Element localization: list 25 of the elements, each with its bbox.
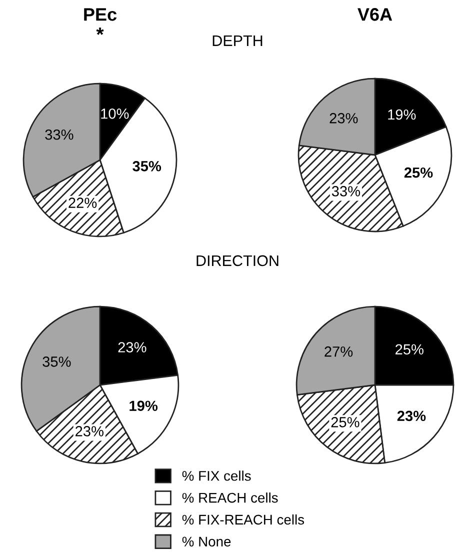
data-label: 35% (42, 356, 71, 367)
text: * (96, 28, 104, 35)
data-label: 23% (330, 113, 358, 124)
chart-title: V6A (358, 8, 392, 21)
chart-subtitle: DEPTH (212, 35, 262, 46)
legend-label: % None (182, 536, 231, 547)
data-label: 33% (45, 129, 74, 140)
data-label: 10% (101, 108, 129, 119)
text: DIRECTION (196, 255, 278, 266)
legend-label: % REACH cells (182, 492, 278, 503)
data-label: 23% (76, 426, 104, 436)
legend-label: % FIX-REACH cells (182, 514, 304, 525)
data-label: 23% (118, 342, 146, 352)
data-label: 22% (68, 198, 97, 208)
data-label: 25% (404, 167, 433, 178)
data-label: 25% (396, 344, 424, 355)
data-label: 19% (130, 400, 158, 411)
chart-title: PEc (84, 8, 117, 21)
data-label: 25% (331, 417, 360, 428)
data-label: 27% (324, 346, 353, 357)
data-label: 35% (132, 161, 162, 172)
data-label: 23% (397, 410, 426, 422)
data-label: 19% (388, 109, 416, 120)
data-label: 33% (332, 186, 360, 196)
legend-label: % FIX cells (182, 470, 251, 481)
